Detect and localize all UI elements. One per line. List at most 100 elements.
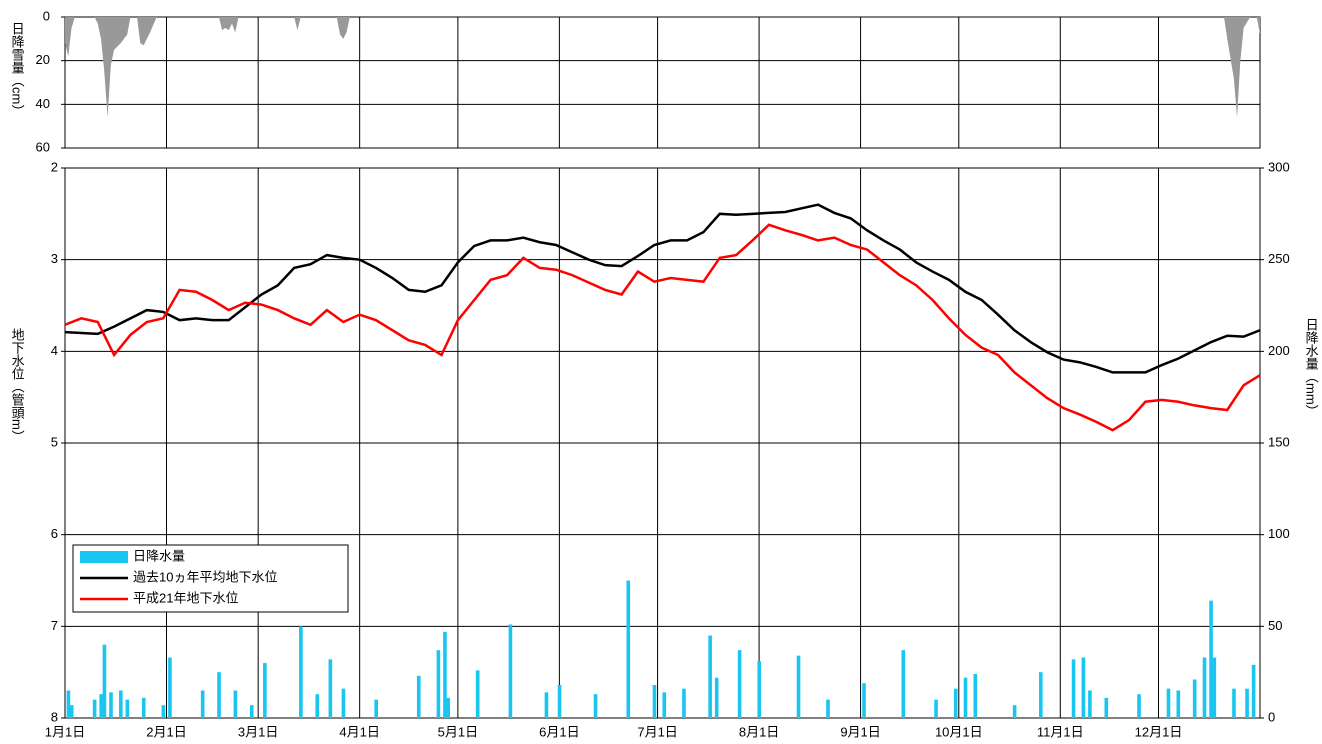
bar xyxy=(662,692,667,718)
bar xyxy=(1039,672,1043,718)
y-tick-label: 40 xyxy=(36,96,50,111)
bar xyxy=(796,655,801,718)
bar xyxy=(1081,657,1086,718)
x-tick-label: 4月1日 xyxy=(339,724,379,739)
bar xyxy=(1212,657,1217,718)
bar xyxy=(508,624,513,718)
bar xyxy=(436,650,441,718)
bar xyxy=(1012,705,1017,718)
legend-label: 平成21年地下水位 xyxy=(133,590,238,605)
bar xyxy=(973,674,978,718)
bar xyxy=(161,705,166,718)
bar xyxy=(341,688,346,718)
bar xyxy=(714,677,719,718)
line xyxy=(64,203,1261,374)
bar xyxy=(544,692,549,718)
bar xyxy=(416,675,421,718)
bar xyxy=(682,688,686,718)
bar xyxy=(626,580,631,718)
y-tick-label: 6 xyxy=(51,526,58,541)
bar xyxy=(475,670,480,718)
y-tick-label: 4 xyxy=(51,343,58,358)
x-tick-label: 2月1日 xyxy=(146,724,186,739)
x-tick-label: 12月1日 xyxy=(1135,724,1183,739)
bar xyxy=(708,635,712,718)
y2-tick-label: 100 xyxy=(1268,526,1290,541)
grid xyxy=(64,16,1260,149)
x-tick-label: 3月1日 xyxy=(238,724,278,739)
bar xyxy=(1232,688,1236,718)
y-tick-label: 3 xyxy=(51,251,58,266)
bar xyxy=(299,626,303,718)
bar xyxy=(1245,688,1249,718)
grid xyxy=(64,167,1260,719)
bar xyxy=(249,705,254,718)
bar xyxy=(99,694,103,718)
bar xyxy=(69,705,74,718)
y2-tick-label: 50 xyxy=(1268,618,1282,633)
bar xyxy=(593,694,598,718)
bar xyxy=(233,690,238,718)
y-tick-label: 2 xyxy=(51,159,58,174)
bar xyxy=(200,690,205,718)
x-tick-label: 1月1日 xyxy=(45,724,85,739)
y2-axis-title: 日降水量（mm） xyxy=(1304,318,1319,418)
bar xyxy=(125,699,130,718)
bar xyxy=(1137,694,1141,718)
y2-tick-label: 200 xyxy=(1268,343,1290,358)
bar xyxy=(1251,664,1256,718)
bar xyxy=(263,663,267,718)
y2-tick-label: 0 xyxy=(1268,709,1275,724)
snow-axis-title: 日降雪量（cm） xyxy=(10,22,25,117)
y2-tick-label: 150 xyxy=(1268,434,1290,449)
bar xyxy=(1202,657,1207,718)
bar xyxy=(141,697,146,718)
x-tick-label: 11月1日 xyxy=(1037,724,1084,739)
bar xyxy=(315,694,320,718)
bar xyxy=(862,683,866,718)
bar xyxy=(1192,679,1197,718)
bar xyxy=(557,685,562,718)
bar xyxy=(217,672,221,718)
snow-area xyxy=(65,17,1260,118)
x-tick-label: 6月1日 xyxy=(539,724,579,739)
bar xyxy=(963,677,968,718)
bar xyxy=(443,631,447,718)
bar xyxy=(66,690,71,718)
bar xyxy=(1209,600,1213,718)
x-tick-label: 8月1日 xyxy=(739,724,779,739)
bar xyxy=(757,661,762,718)
x-tick-label: 7月1日 xyxy=(637,724,677,739)
bar xyxy=(92,699,97,718)
y-tick-label: 8 xyxy=(51,709,58,724)
y-tick-label: 5 xyxy=(51,434,58,449)
bar xyxy=(1166,688,1171,718)
bar xyxy=(826,699,830,718)
legend-label: 過去10ヵ年平均地下水位 xyxy=(133,569,277,584)
x-tick-label: 10月1日 xyxy=(935,724,983,739)
bar xyxy=(737,650,742,718)
y2-tick-label: 300 xyxy=(1268,159,1290,174)
bar xyxy=(901,650,906,718)
legend-swatch xyxy=(80,551,128,563)
y-tick-label: 7 xyxy=(51,618,58,633)
y-tick-label: 60 xyxy=(36,139,50,154)
bar xyxy=(328,659,333,718)
bar xyxy=(102,644,107,718)
y-axis-title: 地下水位（管頭m） xyxy=(10,328,25,443)
y-tick-label: 20 xyxy=(36,52,50,67)
y2-tick-label: 250 xyxy=(1268,251,1290,266)
bar xyxy=(446,697,451,718)
bar xyxy=(1176,690,1181,718)
snow-frame xyxy=(64,16,1261,149)
line xyxy=(64,223,1261,432)
legend-label: 日降水量 xyxy=(133,548,185,563)
x-tick-label: 5月1日 xyxy=(438,724,478,739)
bar xyxy=(374,699,378,718)
bar xyxy=(109,692,113,718)
bar xyxy=(1071,659,1076,718)
bar xyxy=(168,657,172,718)
bar xyxy=(1088,690,1092,718)
bar xyxy=(119,690,123,718)
